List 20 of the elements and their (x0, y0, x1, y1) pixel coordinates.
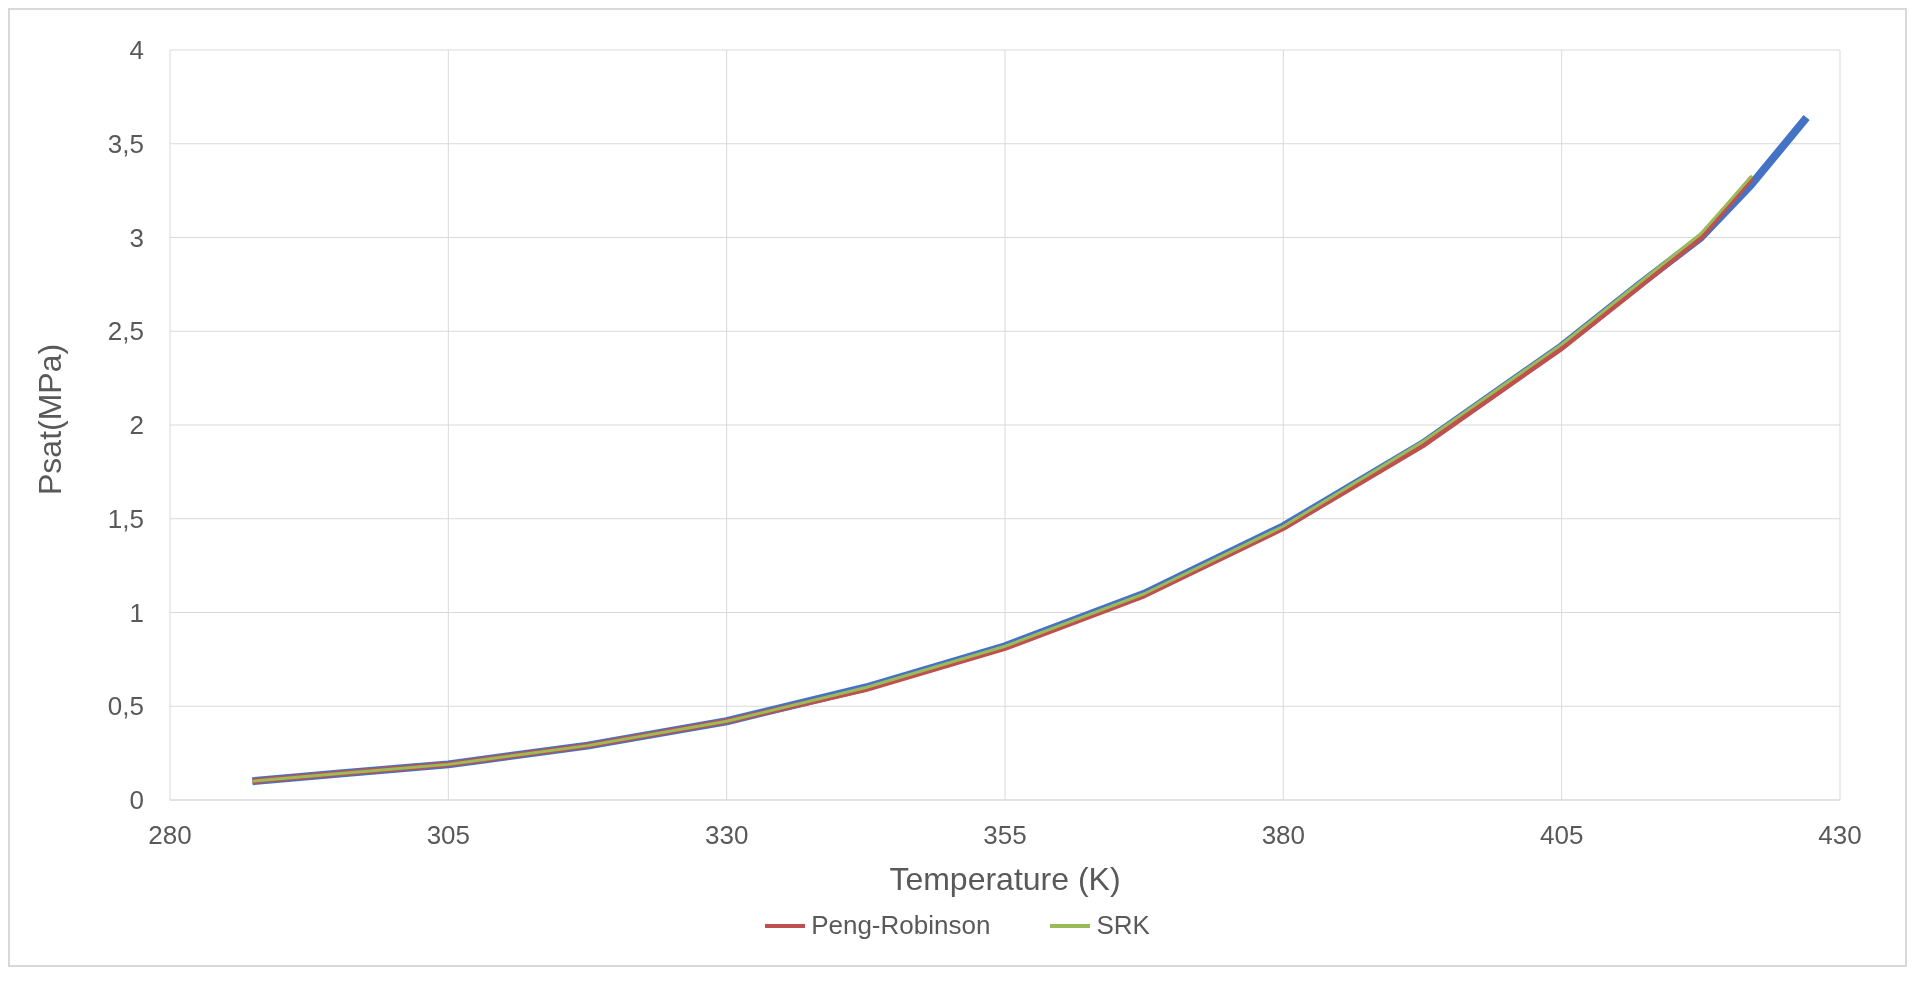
x-axis-title: Temperature (K) (889, 861, 1121, 897)
y-tick-label: 2,5 (107, 316, 144, 347)
y-tick-label: 3,5 (107, 128, 144, 159)
x-tick-label: 280 (148, 820, 192, 851)
y-tick-label: 4 (129, 35, 144, 66)
y-tick-label: 2 (129, 410, 144, 441)
legend-label: SRK (1096, 910, 1150, 941)
x-tick-label: 405 (1539, 820, 1584, 851)
x-tick-label: 305 (426, 820, 471, 851)
x-tick-label: 355 (983, 820, 1027, 851)
x-tick-label: 430 (1818, 820, 1862, 851)
legend-label: Peng-Robinson (811, 910, 991, 941)
y-tick-label: 1,5 (107, 503, 144, 534)
y-axis-title: Psat(MPa) (32, 343, 69, 495)
y-tick-label: 1 (129, 597, 144, 628)
x-tick-label: 330 (704, 820, 749, 851)
y-tick-label: 0 (129, 785, 144, 816)
y-tick-label: 3 (129, 222, 144, 253)
y-tick-label: 0,5 (107, 691, 144, 722)
x-tick-label: 380 (1261, 820, 1306, 851)
